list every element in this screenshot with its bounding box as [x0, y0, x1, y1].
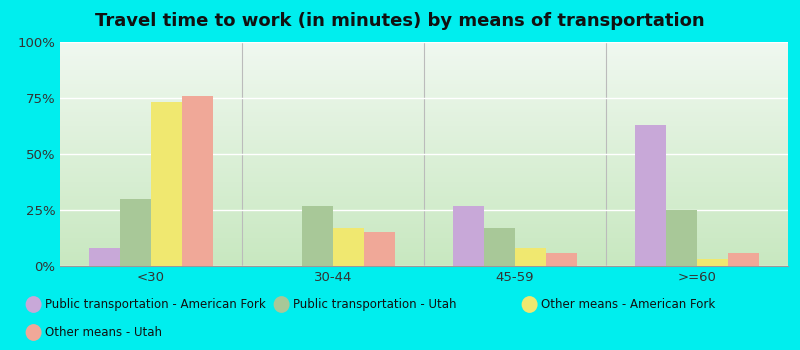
Bar — [515, 248, 546, 266]
Bar — [333, 228, 364, 266]
Bar — [151, 103, 182, 266]
Text: Public transportation - Utah: Public transportation - Utah — [293, 298, 456, 311]
Bar — [484, 228, 515, 266]
Bar — [546, 253, 577, 266]
Bar — [697, 259, 728, 266]
Bar — [120, 199, 151, 266]
Text: Other means - American Fork: Other means - American Fork — [541, 298, 715, 311]
Bar — [89, 248, 120, 266]
Bar — [302, 205, 333, 266]
Bar — [453, 205, 484, 266]
Bar — [182, 96, 213, 266]
Bar — [728, 253, 759, 266]
Bar — [666, 210, 697, 266]
Text: Travel time to work (in minutes) by means of transportation: Travel time to work (in minutes) by mean… — [95, 12, 705, 30]
Bar — [635, 125, 666, 266]
Text: Public transportation - American Fork: Public transportation - American Fork — [45, 298, 266, 311]
Bar — [364, 232, 395, 266]
Text: Other means - Utah: Other means - Utah — [45, 326, 162, 339]
